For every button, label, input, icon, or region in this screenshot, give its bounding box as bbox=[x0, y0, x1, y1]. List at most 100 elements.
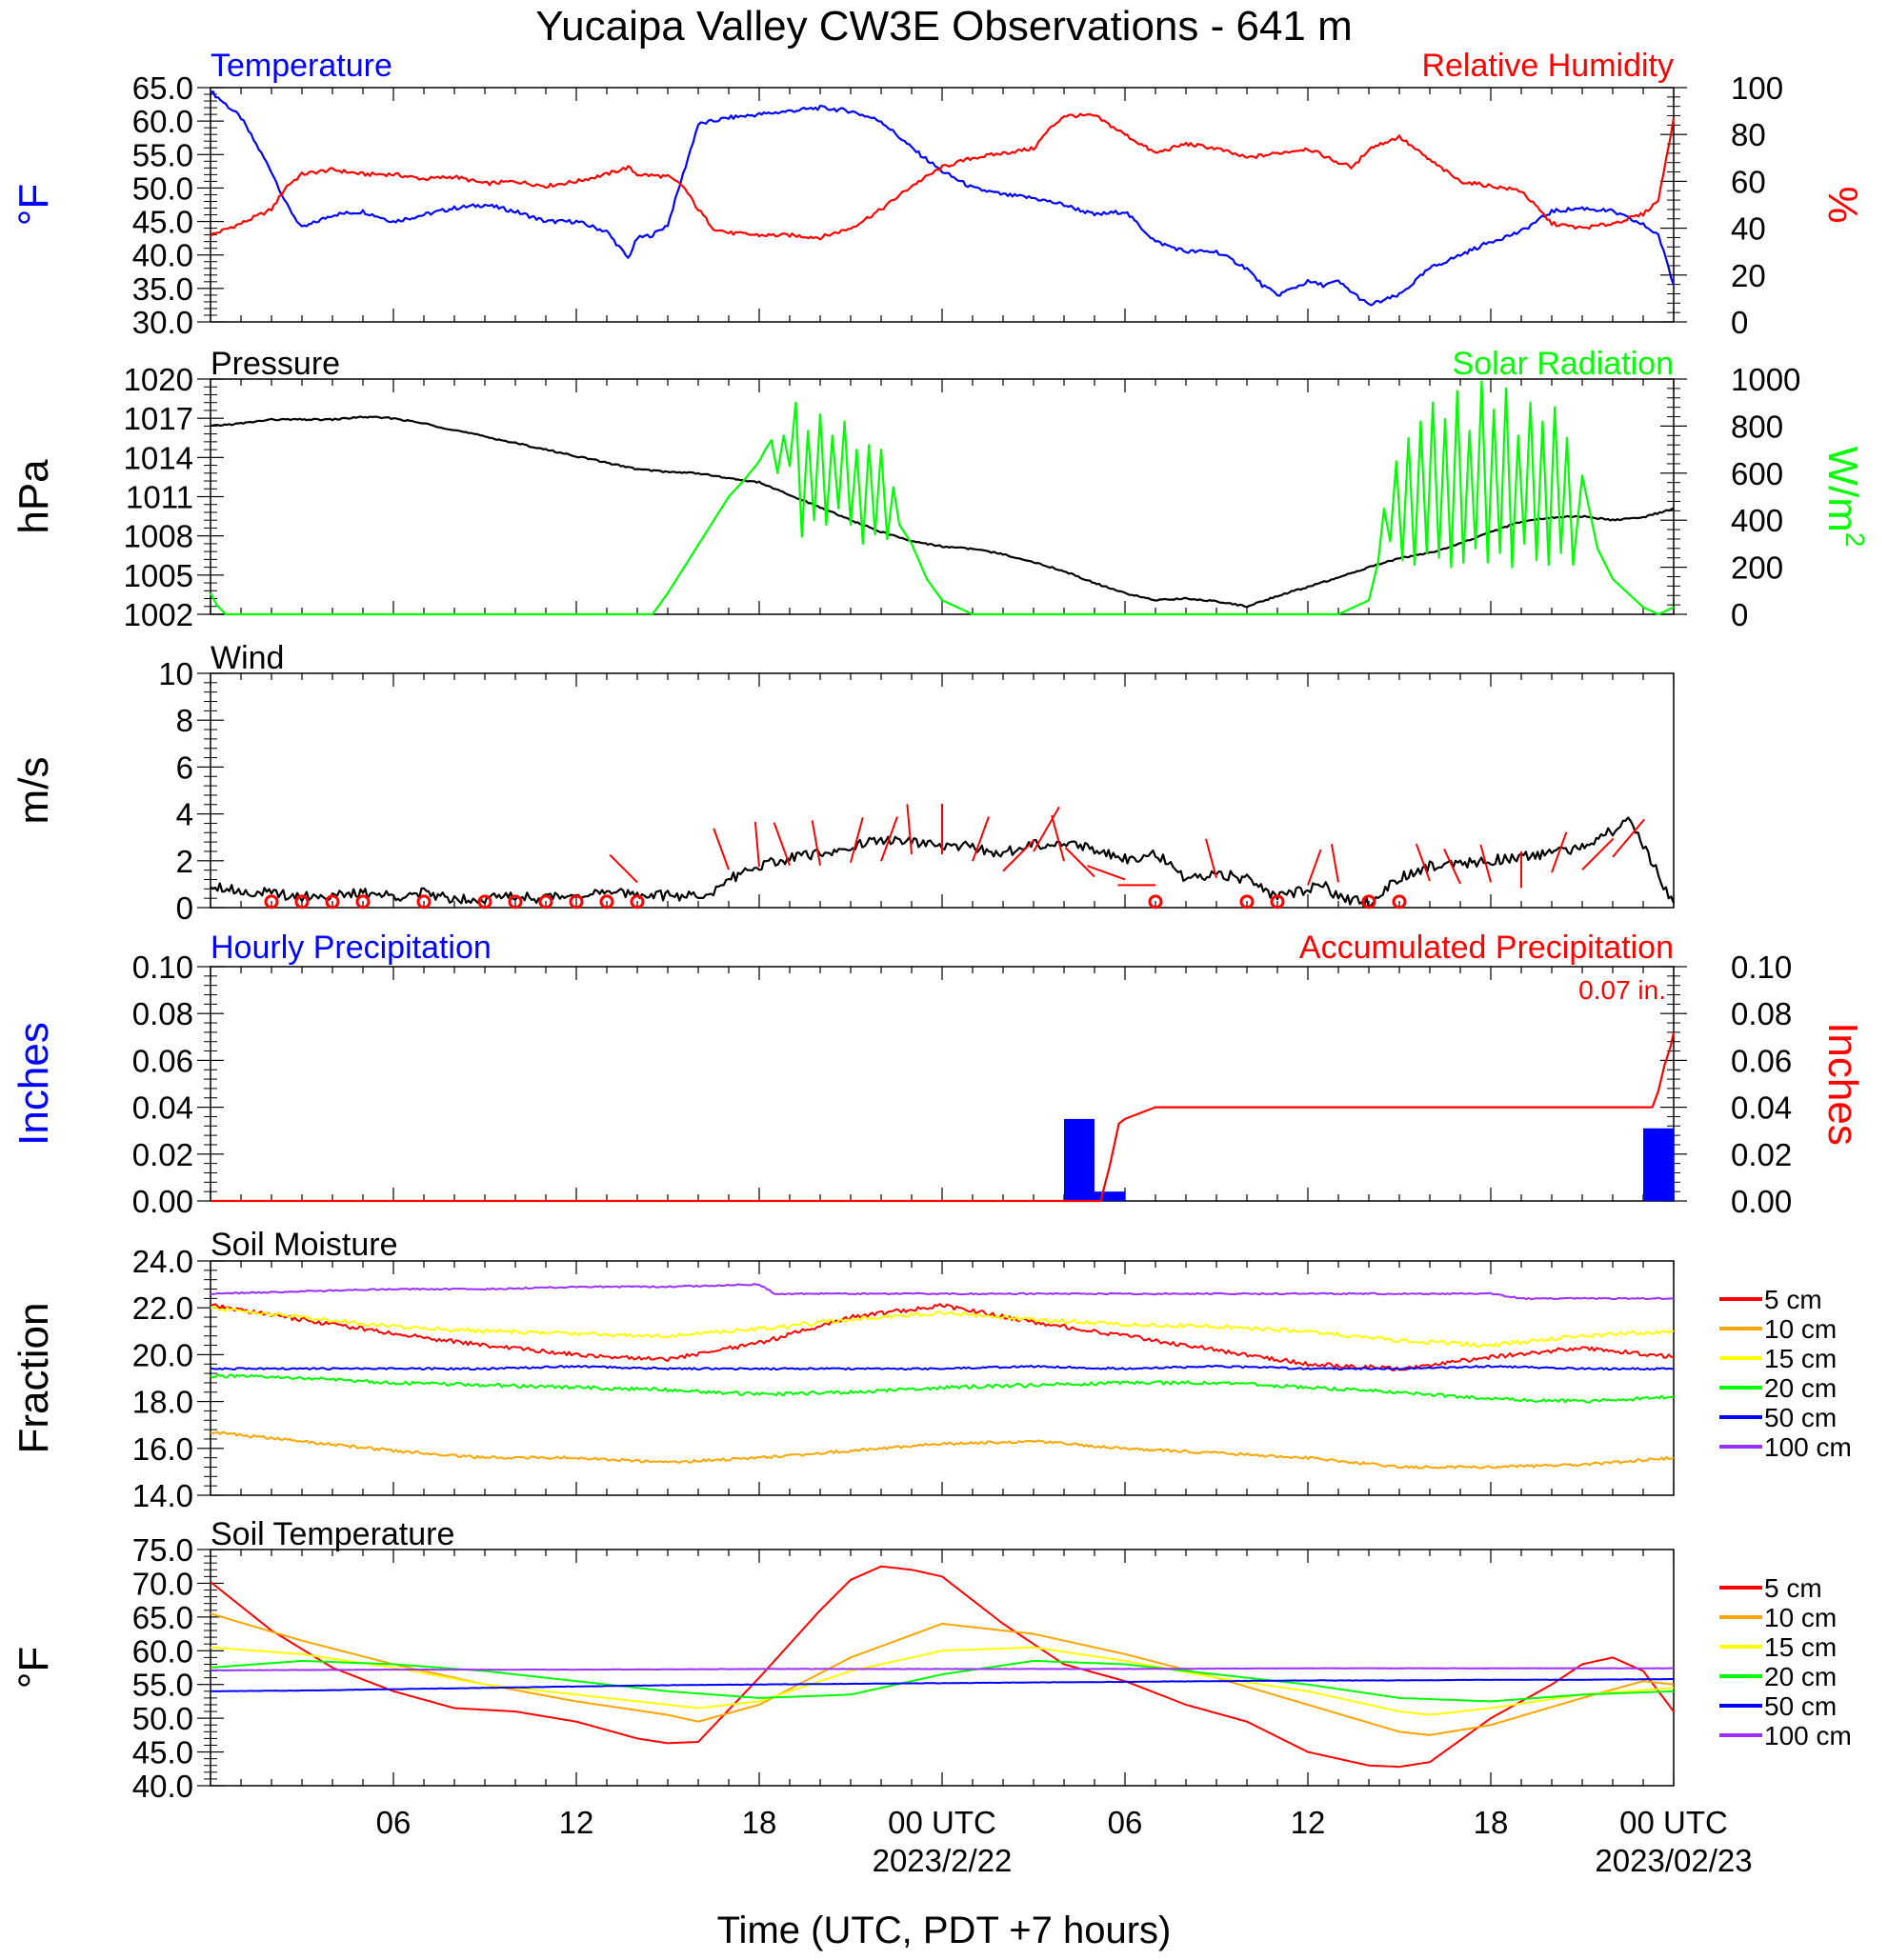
temperature_humidity-series-line bbox=[210, 112, 1676, 241]
wind-calm-marker bbox=[569, 894, 584, 910]
soil_temperature-y-tick-label-left: 50.0 bbox=[132, 1701, 193, 1736]
precipitation-y-tick-label-right: 0.00 bbox=[1731, 1184, 1792, 1219]
temperature_humidity-y-axis-label-right: % bbox=[1819, 186, 1866, 223]
precipitation-y-tick-label-right: 0.06 bbox=[1731, 1043, 1792, 1078]
wind-calm-marker bbox=[630, 894, 645, 910]
wind-barb bbox=[1551, 831, 1568, 873]
pressure_solar-y-axis-label-right: W/m2 bbox=[1819, 447, 1870, 548]
wind-left-title: Wind bbox=[211, 640, 284, 676]
wind-calm-marker bbox=[294, 894, 310, 910]
soil_temperature-y-tick-label-left: 55.0 bbox=[132, 1668, 193, 1703]
wind-barb bbox=[1443, 849, 1461, 885]
wind-calm-marker bbox=[477, 894, 492, 910]
legend-label: 50 cm bbox=[1764, 1403, 1837, 1432]
precipitation-y-tick-label-right: 0.10 bbox=[1731, 950, 1792, 985]
x-date-label: 2023/2/22 bbox=[873, 1843, 1013, 1878]
precipitation-bar bbox=[1064, 1118, 1095, 1201]
wind-barb bbox=[1612, 818, 1645, 858]
precipitation-right-title: Accumulated Precipitation bbox=[1299, 930, 1674, 966]
soil_temperature-series-line bbox=[210, 1659, 1675, 1703]
wind-y-tick-label-left: 8 bbox=[176, 703, 193, 738]
wind-calm-marker bbox=[416, 894, 432, 910]
pressure_solar-y-tick-label-right: 600 bbox=[1731, 456, 1783, 491]
precipitation-y-tick-label-right: 0.08 bbox=[1731, 996, 1792, 1031]
temperature_humidity-right-title: Relative Humidity bbox=[1421, 48, 1674, 84]
pressure_solar-y-tick-label-right: 800 bbox=[1731, 409, 1783, 444]
wind-calm-marker bbox=[1239, 894, 1255, 910]
x-tick-label: 00 UTC bbox=[888, 1805, 996, 1840]
soil_temperature-y-tick-label-left: 45.0 bbox=[132, 1735, 193, 1770]
precip-total-annotation: 0.07 in. bbox=[1578, 975, 1666, 1005]
temperature_humidity-y-tick-label-right: 20 bbox=[1731, 258, 1766, 293]
legend-label: 5 cm bbox=[1764, 1573, 1822, 1603]
wind-calm-marker bbox=[599, 894, 614, 910]
precipitation-y-axis-label-right: Inches bbox=[1819, 1022, 1866, 1146]
x-tick-label: 12 bbox=[559, 1805, 594, 1840]
chart-panels: 65.060.055.050.045.040.035.030.010080604… bbox=[10, 48, 1870, 1878]
soil_moisture-y-tick-label-left: 18.0 bbox=[132, 1385, 193, 1420]
precipitation-y-tick-label-right: 0.04 bbox=[1731, 1090, 1792, 1126]
temperature_humidity-y-tick-label-left: 45.0 bbox=[132, 205, 193, 240]
wind-calm-marker bbox=[508, 894, 523, 910]
temperature_humidity-y-tick-label-left: 40.0 bbox=[132, 238, 193, 273]
panel-soil_temperature: 75.070.065.060.055.050.045.040.0 Soil Tem… bbox=[10, 1516, 1852, 1804]
soil_moisture-series-line bbox=[210, 1306, 1675, 1349]
x-tick-label: 18 bbox=[1474, 1805, 1509, 1840]
soil_moisture-y-tick-label-left: 24.0 bbox=[132, 1244, 193, 1279]
pressure_solar-y-tick-label-right: 1000 bbox=[1731, 362, 1800, 397]
wind-barb bbox=[609, 853, 638, 884]
soil_moisture-frame bbox=[210, 1260, 1675, 1496]
temperature_humidity-y-tick-label-right: 60 bbox=[1731, 164, 1766, 199]
legend-label: 10 cm bbox=[1764, 1314, 1837, 1344]
wind-barb bbox=[753, 821, 760, 868]
legend-label: 100 cm bbox=[1764, 1721, 1852, 1750]
legend-label: 20 cm bbox=[1764, 1373, 1837, 1403]
wind-barb bbox=[713, 828, 730, 870]
wind-barb bbox=[880, 816, 898, 862]
temperature_humidity-y-tick-label-left: 50.0 bbox=[132, 170, 193, 206]
wind-barb bbox=[1479, 844, 1492, 883]
pressure_solar-series-line bbox=[210, 415, 1675, 609]
wind-barb bbox=[1064, 847, 1095, 878]
soil_temperature-y-tick-label-left: 60.0 bbox=[132, 1633, 193, 1669]
panel-temperature_humidity: 65.060.055.050.045.040.035.030.0 100 80 60 4… bbox=[10, 48, 1866, 340]
x-date-label: 2023/02/23 bbox=[1595, 1843, 1752, 1878]
pressure_solar-y-tick-label-left: 1008 bbox=[124, 519, 193, 554]
panel-wind: 10 8 6 4 2 0 Wind m/s bbox=[10, 640, 1676, 926]
soil_moisture-y-tick-label-left: 20.0 bbox=[132, 1337, 193, 1372]
wind-barb bbox=[1581, 837, 1615, 870]
soil_temperature-series-line bbox=[210, 1667, 1675, 1671]
soil_temperature-y-tick-label-left: 65.0 bbox=[132, 1600, 193, 1635]
pressure_solar-left-title: Pressure bbox=[211, 346, 340, 382]
pressure_solar-y-tick-label-right: 0 bbox=[1731, 597, 1748, 632]
x-tick-label: 00 UTC bbox=[1619, 1805, 1728, 1840]
wind-calm-marker bbox=[1361, 894, 1376, 910]
wind-calm-marker bbox=[1270, 894, 1285, 910]
wind-barb bbox=[1415, 843, 1431, 882]
precipitation-y-tick-label-left: 0.06 bbox=[132, 1043, 193, 1078]
precipitation-y-tick-label-right: 0.02 bbox=[1731, 1137, 1792, 1172]
temperature_humidity-y-tick-label-right: 80 bbox=[1731, 117, 1766, 152]
wind-barb bbox=[1205, 838, 1217, 879]
x-tick-label: 12 bbox=[1291, 1805, 1326, 1840]
pressure_solar-y-tick-label-left: 1002 bbox=[124, 597, 193, 632]
wind-y-tick-label-left: 6 bbox=[176, 750, 193, 785]
x-axis-title: Time (UTC, PDT +7 hours) bbox=[717, 1910, 1172, 1951]
wind-calm-marker bbox=[1148, 894, 1163, 910]
legend-label: 15 cm bbox=[1764, 1632, 1837, 1662]
legend-label: 10 cm bbox=[1764, 1603, 1837, 1632]
soil_temperature-y-tick-label-left: 75.0 bbox=[132, 1532, 193, 1568]
temperature_humidity-y-tick-label-left: 35.0 bbox=[132, 271, 193, 307]
wind-y-tick-label-left: 10 bbox=[158, 656, 193, 691]
pressure_solar-y-tick-label-left: 1005 bbox=[124, 558, 193, 593]
temperature_humidity-y-tick-label-left: 60.0 bbox=[132, 104, 193, 139]
temperature_humidity-series-line bbox=[210, 90, 1676, 307]
soil_moisture-y-axis-label-left: Fraction bbox=[10, 1303, 57, 1454]
legend-label: 5 cm bbox=[1764, 1285, 1822, 1314]
panel-soil_moisture: 24.0 22.0 20.0 18.0 16.0 14.0 Soil Moisture Fra… bbox=[10, 1227, 1852, 1513]
soil_temperature-series-line bbox=[211, 1677, 1674, 1692]
legend-label: 100 cm bbox=[1764, 1432, 1852, 1462]
x-tick-label: 06 bbox=[1108, 1805, 1143, 1840]
pressure_solar-y-tick-label-right: 400 bbox=[1731, 503, 1783, 538]
